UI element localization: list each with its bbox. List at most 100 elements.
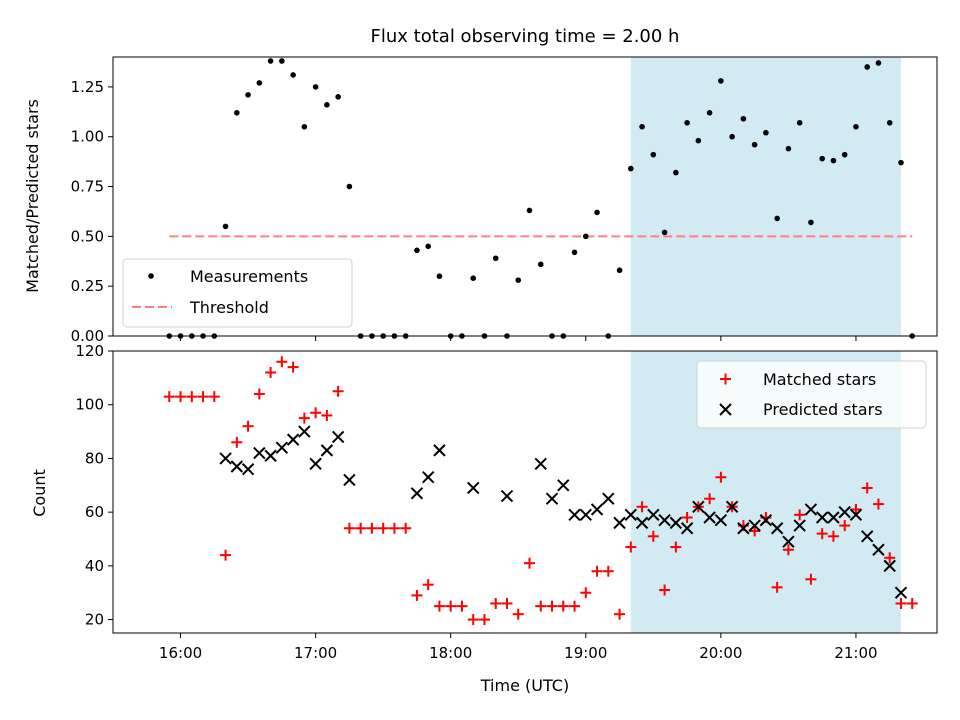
matched-star-point bbox=[242, 420, 254, 432]
bottom-y-tick-label: 20 bbox=[85, 611, 104, 629]
measurement-point bbox=[245, 92, 251, 98]
measurement-point bbox=[785, 145, 792, 152]
bottom-y-tick-label: 120 bbox=[75, 342, 104, 360]
predicted-star-point bbox=[241, 462, 255, 476]
matched-star-point bbox=[411, 589, 423, 601]
measurement-point bbox=[763, 129, 769, 136]
predicted-star-point bbox=[275, 441, 289, 454]
predicted-star-point bbox=[861, 530, 874, 543]
measurement-point bbox=[673, 169, 679, 176]
matched-star-point bbox=[321, 409, 333, 421]
measurement-point bbox=[256, 80, 263, 86]
legend-measurements-label: Measurements bbox=[190, 267, 308, 286]
top-y-tick-label: 1.25 bbox=[71, 78, 104, 96]
matched-star-point bbox=[625, 541, 637, 553]
predicted-star-point bbox=[838, 505, 851, 519]
x-tick-label: 18:00 bbox=[429, 644, 472, 662]
measurement-point bbox=[886, 119, 893, 126]
matched-star-point bbox=[377, 522, 389, 534]
top-legend-box bbox=[122, 258, 353, 328]
measurement-point bbox=[414, 247, 420, 254]
matched-star-point bbox=[850, 503, 862, 515]
x-tick-label: 19:00 bbox=[564, 644, 607, 662]
matched-star-point bbox=[332, 385, 344, 397]
predicted-star-point bbox=[230, 460, 244, 473]
top-highlight-band bbox=[630, 57, 901, 336]
measurement-point bbox=[515, 277, 522, 284]
measurement-point bbox=[841, 151, 848, 158]
predicted-star-point bbox=[759, 513, 773, 527]
predicted-star-point bbox=[410, 487, 424, 500]
matched-star-point bbox=[445, 600, 457, 612]
top-y-tick-label: 0.75 bbox=[71, 178, 104, 196]
bottom-y-tick-label: 40 bbox=[85, 557, 104, 575]
predicted-star-point bbox=[827, 511, 840, 524]
measurement-point bbox=[571, 249, 578, 256]
matched-star-point bbox=[287, 361, 299, 373]
top-legend: Measurements Threshold bbox=[122, 258, 353, 328]
legend-matched-marker bbox=[720, 373, 731, 385]
matched-star-point bbox=[884, 552, 896, 564]
measurement-point bbox=[301, 123, 308, 130]
predicted-star-point bbox=[635, 516, 649, 530]
matched-star-point bbox=[816, 528, 828, 540]
predicted-star-point bbox=[714, 513, 728, 527]
measurement-point bbox=[436, 273, 443, 280]
legend-measurements-marker bbox=[148, 273, 154, 279]
matched-star-point bbox=[546, 600, 558, 612]
measurement-point bbox=[312, 84, 319, 90]
bottom-legend: Matched stars Predicted stars bbox=[696, 360, 927, 429]
matched-star-point bbox=[163, 391, 175, 403]
bottom-axes-frame bbox=[112, 350, 938, 634]
matched-star-point bbox=[872, 498, 884, 510]
matched-star-point bbox=[636, 501, 648, 513]
matched-star-point bbox=[231, 436, 243, 448]
predicted-star-point bbox=[669, 516, 683, 530]
predicted-star-point bbox=[253, 446, 266, 460]
measurement-point bbox=[234, 110, 240, 116]
predicted-star-point bbox=[500, 489, 514, 503]
legend-matched-label: Matched stars bbox=[763, 370, 876, 389]
bottom-y-tick-label: 100 bbox=[75, 396, 104, 414]
matched-star-point bbox=[197, 391, 209, 403]
predicted-star-point bbox=[433, 444, 446, 457]
measurement-point bbox=[684, 119, 690, 126]
predicted-star-point bbox=[534, 457, 547, 471]
top-y-axis: 0.00 0.25 0.50 0.75 1.00 1.25 bbox=[71, 78, 113, 345]
matched-star-point bbox=[433, 600, 445, 612]
matched-star-point bbox=[782, 544, 794, 556]
matched-star-point bbox=[467, 614, 479, 626]
matched-star-point bbox=[647, 530, 659, 542]
matched-star-point bbox=[388, 522, 400, 534]
measurement-point bbox=[290, 72, 296, 78]
measurement-point bbox=[346, 183, 353, 190]
matched-star-point bbox=[524, 557, 536, 569]
matched-star-point bbox=[591, 565, 603, 577]
matched-star-point bbox=[580, 587, 592, 599]
measurement-point bbox=[661, 229, 668, 236]
measurement-point bbox=[650, 151, 657, 158]
measurement-point bbox=[279, 58, 285, 64]
predicted-star-point bbox=[219, 452, 232, 465]
measurement-point bbox=[537, 261, 544, 268]
predicted-star-point bbox=[793, 519, 806, 532]
bottom-legend-box bbox=[696, 360, 927, 429]
top-y-label: Matched/Predicted stars bbox=[23, 99, 42, 293]
legend-predicted-label: Predicted stars bbox=[763, 400, 883, 419]
measurement-point bbox=[222, 223, 229, 230]
matched-star-point bbox=[253, 388, 265, 400]
measurement-point bbox=[470, 275, 477, 282]
measurement-point bbox=[335, 94, 341, 100]
measurement-point bbox=[751, 141, 758, 148]
legend-threshold-label: Threshold bbox=[189, 298, 269, 317]
matched-star-point bbox=[422, 579, 434, 591]
predicted-star-point bbox=[343, 473, 356, 487]
predicted-star-point bbox=[849, 508, 863, 522]
measurement-point bbox=[875, 60, 882, 66]
measurement-point bbox=[594, 209, 600, 216]
measurement-point bbox=[582, 233, 589, 240]
matched-star-point bbox=[265, 366, 277, 378]
matched-star-point bbox=[355, 522, 367, 534]
matched-stars-series bbox=[163, 356, 918, 626]
measurement-point bbox=[864, 64, 871, 70]
